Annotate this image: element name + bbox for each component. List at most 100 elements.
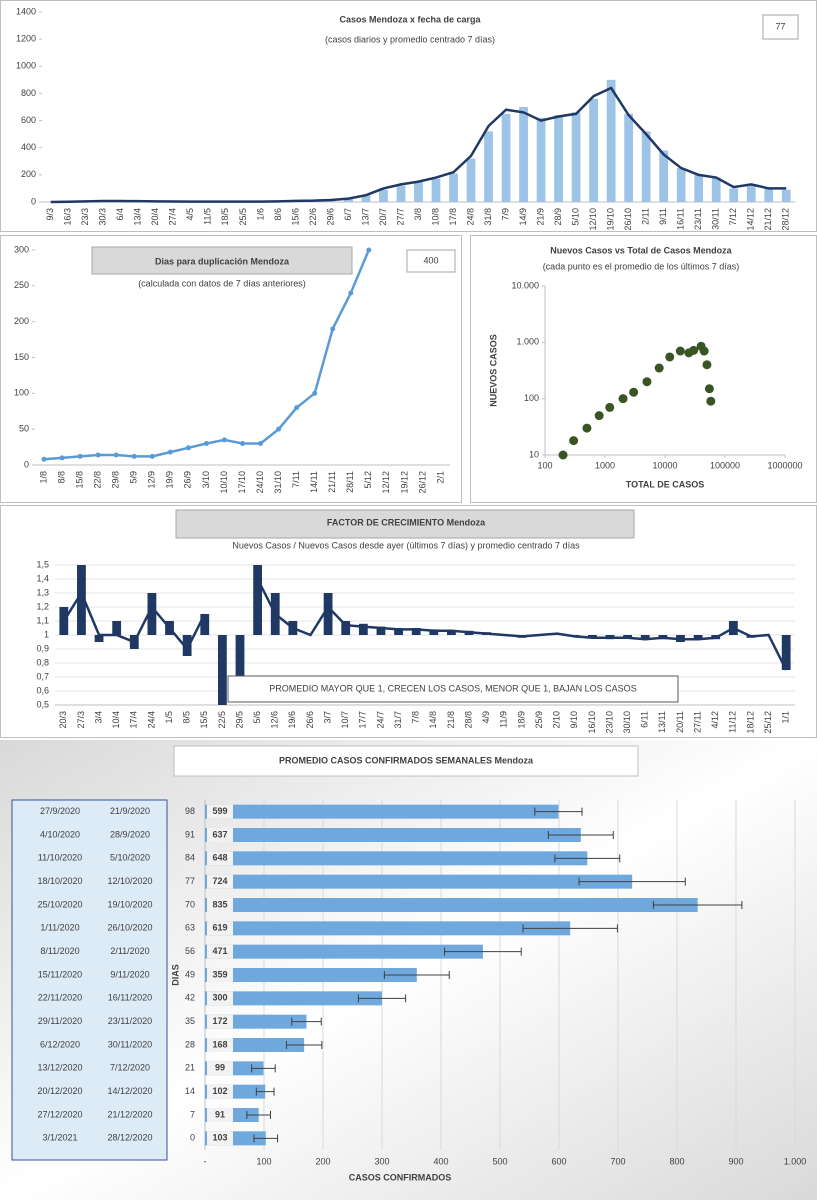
- x-tick-label: 700: [610, 1156, 625, 1166]
- x-tick-label: 3/4: [93, 711, 103, 724]
- x-tick-label: 18/9: [516, 711, 526, 729]
- x-tick-label: 11/9: [499, 711, 509, 728]
- x-tick-label: 17/8: [448, 208, 458, 226]
- point: [41, 456, 47, 462]
- bar: [431, 178, 441, 202]
- bar: [746, 184, 756, 202]
- bar: [676, 168, 686, 202]
- x-tick-label: 12/10: [588, 208, 598, 231]
- x-tick-label: 31/10: [273, 471, 283, 494]
- y-tick-label: 100: [14, 388, 29, 398]
- bar: [217, 635, 227, 705]
- y-tick-label: 1,3: [36, 587, 49, 597]
- value-label-box: [207, 851, 233, 866]
- y-tick-label: 800: [21, 88, 36, 98]
- y-tick-label: 35: [185, 1016, 195, 1026]
- y-tick-label: 0: [24, 459, 29, 469]
- x-tick-label: 27/3: [76, 711, 86, 729]
- bar: [484, 131, 493, 202]
- point: [605, 402, 615, 412]
- panel: [0, 235, 462, 503]
- y-tick-label: 0,5: [36, 699, 49, 709]
- value-label-box: [207, 828, 233, 842]
- error-bar: [285, 1041, 323, 1049]
- point: [702, 360, 712, 370]
- x-tick-label: 3/10: [201, 471, 211, 489]
- value-label-box: [207, 1131, 233, 1146]
- point: [569, 436, 579, 446]
- bar: [396, 185, 406, 202]
- date-end: 15/11/2020: [38, 969, 82, 979]
- x-tick-label: 2/11: [641, 208, 651, 225]
- x-tick-label: 25/5: [238, 208, 248, 226]
- point: [689, 345, 699, 355]
- date-start: 12/10/2020: [107, 876, 152, 886]
- error-bar: [383, 971, 450, 979]
- point: [149, 453, 155, 459]
- x-tick-label: 25/12: [763, 711, 773, 734]
- date-start: 26/10/2020: [107, 923, 152, 933]
- value-label: 835: [212, 899, 227, 909]
- x-tick-label: 4/5: [185, 208, 195, 221]
- value-label: 91: [215, 1109, 225, 1119]
- value-label: 724: [212, 876, 227, 886]
- x-tick-label: 15/6: [290, 208, 300, 226]
- y-tick-label: 21: [185, 1063, 195, 1073]
- y-tick-label: 200: [21, 169, 36, 179]
- y-tick-label: 56: [185, 946, 195, 956]
- y-tick-label: 70: [185, 899, 195, 909]
- bar: [323, 593, 333, 635]
- x-tick-label: 16/3: [63, 208, 73, 226]
- bar: [659, 150, 669, 202]
- x-tick-label: 12/6: [270, 711, 280, 729]
- x-tick-label: 1/5: [164, 711, 174, 724]
- bar: [623, 635, 633, 638]
- point: [294, 405, 300, 411]
- x-tick-label: -: [204, 1156, 207, 1166]
- date-start: 21/9/2020: [110, 806, 150, 816]
- chart-title: PROMEDIO CASOS CONFIRMADOS SEMANALES Men…: [279, 755, 534, 765]
- x-tick-label: 5/10: [570, 208, 580, 226]
- x-tick-label: 30/10: [622, 711, 632, 734]
- x-tick-label: 4/12: [710, 711, 720, 729]
- x-tick-label: 16/11: [676, 208, 686, 230]
- bar: [205, 804, 559, 819]
- point: [675, 346, 685, 356]
- value-label-box: [207, 991, 233, 1006]
- bar: [781, 189, 791, 202]
- x-tick-label: 800: [669, 1156, 684, 1166]
- bar: [379, 189, 388, 202]
- bar: [182, 635, 192, 656]
- x-tick-label: 21/12: [763, 208, 773, 231]
- x-tick-label: 1.000: [784, 1156, 807, 1166]
- error-bar: [547, 831, 614, 839]
- date-end: 11/10/2020: [38, 853, 82, 863]
- point: [348, 290, 354, 296]
- y-tick-label: 0,7: [36, 671, 49, 681]
- point: [77, 453, 83, 459]
- bar: [205, 991, 382, 1006]
- point: [59, 455, 65, 461]
- x-tick-label: 20/11: [675, 711, 685, 733]
- x-tick-label: 10000: [652, 460, 677, 470]
- date-end: 18/10/2020: [37, 876, 82, 886]
- y-tick-label: 200: [14, 316, 29, 326]
- point: [167, 449, 173, 455]
- x-tick-label: 8/6: [273, 208, 283, 221]
- x-tick-label: 28/12: [781, 208, 791, 231]
- title-box: [175, 509, 635, 539]
- x-tick-label: 2/10: [552, 711, 562, 729]
- x-tick-label: 2/1: [435, 471, 445, 484]
- x-tick-label: 100: [256, 1156, 271, 1166]
- date-start: 2/11/2020: [110, 946, 149, 956]
- y-tick-label: 0,9: [36, 643, 49, 653]
- x-tick-label: 1000: [595, 460, 615, 470]
- y-tick-label: 1.000: [516, 337, 539, 347]
- point: [330, 326, 336, 332]
- x-tick-label: 9/3: [45, 208, 55, 221]
- value-label-box: [207, 968, 233, 982]
- bar: [624, 113, 634, 202]
- point: [665, 352, 675, 362]
- chart-subtitle: Nuevos Casos / Nuevos Casos desde ayer (…: [232, 540, 580, 550]
- date-end: 20/12/2020: [37, 1086, 82, 1096]
